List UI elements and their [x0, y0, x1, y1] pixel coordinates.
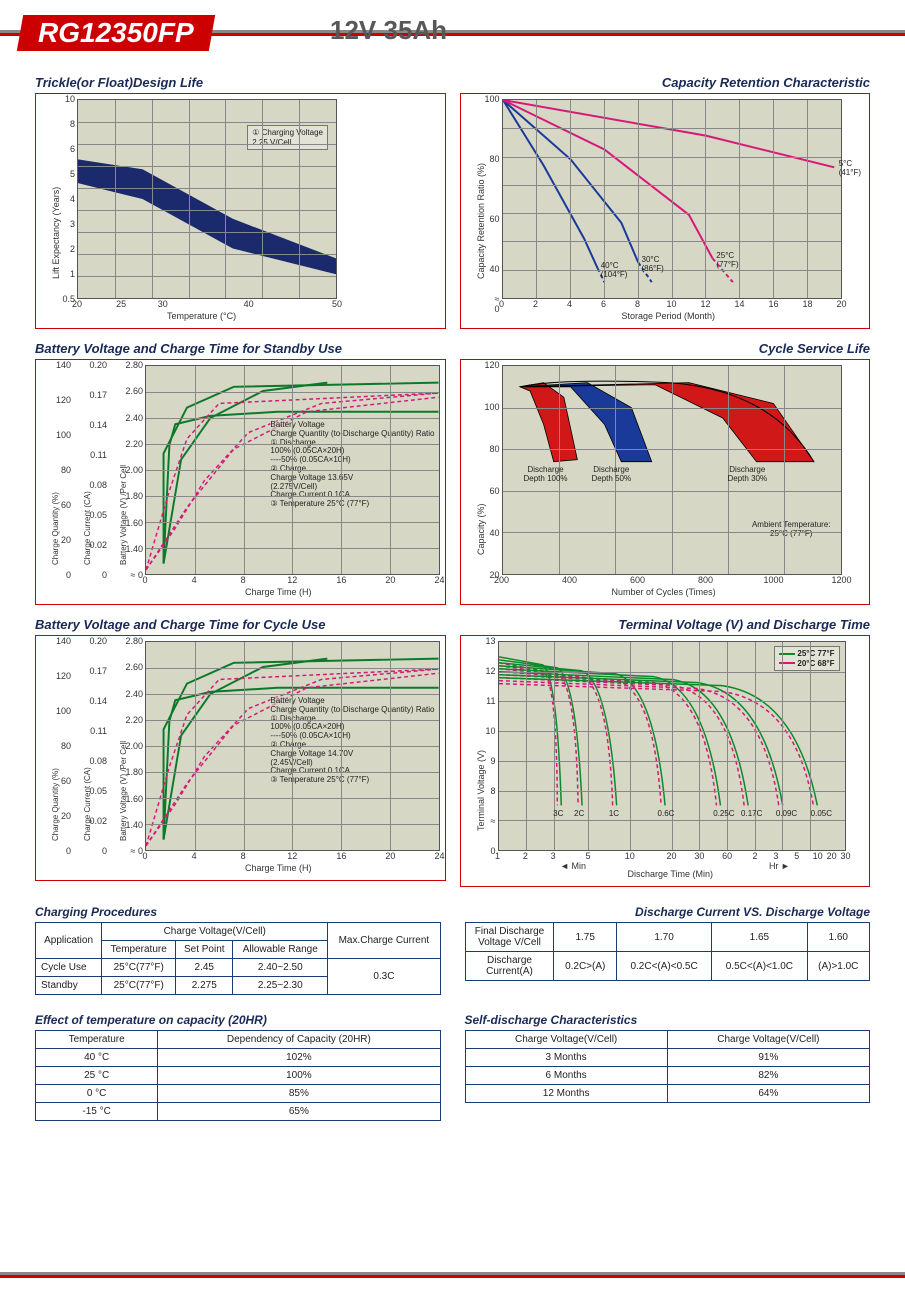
footer-red — [0, 1275, 905, 1278]
model-text: RG12350FP — [38, 17, 194, 49]
chart2-frame: Capacity Retention Ratio (%) 100806040≈ … — [460, 93, 871, 329]
chart1-title: Trickle(or Float)Design Life — [35, 75, 446, 90]
chart1-container: Trickle(or Float)Design Life Lift Expect… — [35, 75, 446, 329]
chart3-xticks: Charge Time (H) 04812162024 — [145, 575, 440, 599]
header-band: RG12350FP 12V 35Ah — [0, 15, 905, 55]
chart6-yticks: 0≈8910111213 — [480, 641, 498, 851]
chart3-y3ticks: ≈ 01.401.601.802.002.202.402.602.80 — [121, 365, 145, 575]
chart6-xlabel: Discharge Time (Min) — [628, 869, 714, 879]
chart2-xticks: Storage Period (Month) 02468101214161820 — [502, 299, 842, 323]
chart6-container: Terminal Voltage (V) and Discharge Time … — [460, 617, 871, 887]
chart5-y1ticks: 0206080100120140 — [53, 641, 73, 851]
content: Trickle(or Float)Design Life Lift Expect… — [0, 55, 905, 1148]
chart2-yticks: 100806040≈ 0 — [480, 99, 502, 299]
row-1: Trickle(or Float)Design Life Lift Expect… — [35, 75, 870, 329]
chart6-frame: Terminal Voltage (V) 0≈8910111213 25°C 7… — [460, 635, 871, 887]
row-2: Battery Voltage and Charge Time for Stan… — [35, 341, 870, 605]
chart3-y2ticks: 00.020.050.080.110.140.170.20 — [85, 365, 109, 575]
tables-row-1: Charging Procedures ApplicationCharge Vo… — [35, 899, 870, 995]
chart3-frame: Charge Quantity (%) 0206080100120140 Cha… — [35, 359, 446, 605]
chart3-plot: Battery VoltageCharge Quantity (to-Disch… — [145, 365, 440, 575]
tableC-container: Effect of temperature on capacity (20HR)… — [35, 1007, 441, 1121]
tableA-container: Charging Procedures ApplicationCharge Vo… — [35, 899, 441, 995]
chart5-container: Battery Voltage and Charge Time for Cycl… — [35, 617, 446, 887]
chart4-xticks: Number of Cycles (Times) 200400600800100… — [502, 575, 842, 599]
tableA: ApplicationCharge Voltage(V/Cell)Max.Cha… — [35, 922, 441, 995]
chart2-plot: 40°C (104°F)30°C (86°F)25°C (77°F)5°C (4… — [502, 99, 842, 299]
tableC: TemperatureDependency of Capacity (20HR)… — [35, 1030, 441, 1121]
tables-row-2: Effect of temperature on capacity (20HR)… — [35, 1007, 870, 1121]
tableD-title: Self-discharge Characteristics — [465, 1013, 871, 1027]
spec-text: 12V 35Ah — [330, 15, 447, 46]
chart3-container: Battery Voltage and Charge Time for Stan… — [35, 341, 446, 605]
tableA-title: Charging Procedures — [35, 905, 441, 919]
chart4-yticks: 20406080100120 — [480, 365, 502, 575]
chart3-xlabel: Charge Time (H) — [245, 587, 312, 597]
chart4-plot: Ambient Temperature: 25°C (77°F) Dischar… — [502, 365, 842, 575]
chart5-xticks: Charge Time (H) 04812162024 — [145, 851, 440, 875]
chart6-xticks: Discharge Time (Min) 1235102030602351020… — [498, 851, 846, 881]
chart6-title: Terminal Voltage (V) and Discharge Time — [460, 617, 871, 632]
tableD-container: Self-discharge Characteristics Charge Vo… — [465, 1007, 871, 1121]
tableB-title: Discharge Current VS. Discharge Voltage — [465, 905, 871, 919]
chart5-xlabel: Charge Time (H) — [245, 863, 312, 873]
chart3-title: Battery Voltage and Charge Time for Stan… — [35, 341, 446, 356]
chart2-xlabel: Storage Period (Month) — [622, 311, 716, 321]
footer-band — [0, 1272, 905, 1280]
chart5-frame: Charge Quantity (%) 0206080100120140 Cha… — [35, 635, 446, 881]
chart3-y1ticks: 0206080100120140 — [53, 365, 73, 575]
chart5-title: Battery Voltage and Charge Time for Cycl… — [35, 617, 446, 632]
chart1-xticks: Temperature (°C) 2025304050 — [77, 299, 337, 323]
row-3: Battery Voltage and Charge Time for Cycl… — [35, 617, 870, 887]
chart2-container: Capacity Retention Characteristic Capaci… — [460, 75, 871, 329]
tableC-title: Effect of temperature on capacity (20HR) — [35, 1013, 441, 1027]
chart6-plot: 25°C 77°F 20°C 68°F 3C2C1C0.6C0.25C0.17C… — [498, 641, 846, 851]
chart4-container: Cycle Service Life Capacity (%) 20406080… — [460, 341, 871, 605]
chart1-plot: ① Charging Voltage 2.25 V/Cell — [77, 99, 337, 299]
tableD: Charge Voltage(V/Cell)Charge Voltage(V/C… — [465, 1030, 871, 1103]
model-badge: RG12350FP — [17, 15, 215, 51]
chart2-title: Capacity Retention Characteristic — [460, 75, 871, 90]
chart4-title: Cycle Service Life — [460, 341, 871, 356]
chart1-xlabel: Temperature (°C) — [167, 311, 236, 321]
chart4-frame: Capacity (%) 20406080100120 Ambient Temp… — [460, 359, 871, 605]
chart4-ambient: Ambient Temperature: 25°C (77°F) — [752, 521, 831, 539]
chart6-legend: 25°C 77°F 20°C 68°F — [774, 646, 839, 671]
chart1-frame: Lift Expectancy (Years) 0.5123456810 ① C… — [35, 93, 446, 329]
chart1-legend: ① Charging Voltage 2.25 V/Cell — [247, 125, 328, 150]
chart5-plot: Battery VoltageCharge Quantity (to-Disch… — [145, 641, 440, 851]
chart4-xlabel: Number of Cycles (Times) — [612, 587, 716, 597]
tableB: Final Discharge Voltage V/Cell1.751.701.… — [465, 922, 871, 981]
chart5-y2ticks: 00.020.050.080.110.140.170.20 — [85, 641, 109, 851]
tableB-container: Discharge Current VS. Discharge Voltage … — [465, 899, 871, 995]
chart5-y3ticks: ≈ 01.401.601.802.002.202.402.602.80 — [121, 641, 145, 851]
chart1-yticks: 0.5123456810 — [55, 99, 77, 299]
